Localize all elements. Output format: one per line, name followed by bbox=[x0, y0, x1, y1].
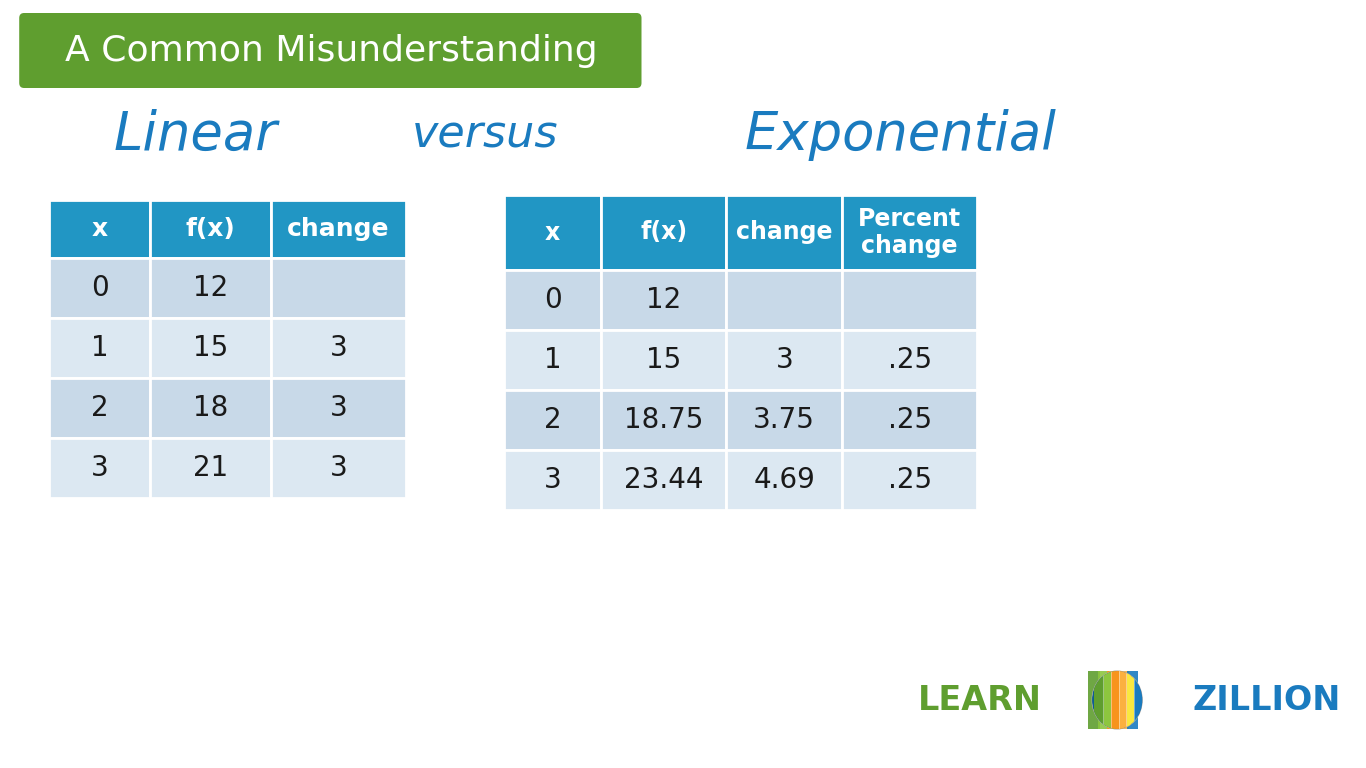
FancyBboxPatch shape bbox=[727, 195, 843, 270]
Text: change: change bbox=[287, 217, 389, 241]
Text: 1: 1 bbox=[544, 346, 561, 374]
Text: 3: 3 bbox=[92, 454, 109, 482]
FancyBboxPatch shape bbox=[1119, 669, 1131, 731]
Text: change: change bbox=[736, 220, 832, 244]
FancyBboxPatch shape bbox=[49, 378, 150, 438]
Text: 23.44: 23.44 bbox=[624, 466, 703, 494]
FancyBboxPatch shape bbox=[504, 270, 601, 330]
Text: 3: 3 bbox=[544, 466, 561, 494]
FancyBboxPatch shape bbox=[270, 258, 406, 318]
FancyBboxPatch shape bbox=[49, 318, 150, 378]
FancyBboxPatch shape bbox=[601, 270, 727, 330]
FancyBboxPatch shape bbox=[150, 318, 270, 378]
FancyBboxPatch shape bbox=[150, 200, 270, 258]
FancyBboxPatch shape bbox=[504, 390, 601, 450]
FancyBboxPatch shape bbox=[270, 200, 406, 258]
FancyBboxPatch shape bbox=[601, 195, 727, 270]
Text: A Common Misunderstanding: A Common Misunderstanding bbox=[64, 34, 597, 68]
FancyBboxPatch shape bbox=[1117, 671, 1128, 729]
FancyBboxPatch shape bbox=[49, 438, 150, 498]
Text: .25: .25 bbox=[888, 466, 932, 494]
FancyBboxPatch shape bbox=[504, 195, 601, 270]
FancyBboxPatch shape bbox=[843, 450, 977, 510]
FancyBboxPatch shape bbox=[843, 330, 977, 390]
FancyBboxPatch shape bbox=[19, 13, 642, 88]
FancyBboxPatch shape bbox=[1104, 669, 1115, 731]
FancyBboxPatch shape bbox=[727, 330, 843, 390]
FancyBboxPatch shape bbox=[270, 318, 406, 378]
FancyBboxPatch shape bbox=[727, 270, 843, 330]
Text: LEARN: LEARN bbox=[918, 684, 1042, 717]
Text: 15: 15 bbox=[193, 334, 228, 362]
Text: 21: 21 bbox=[193, 454, 228, 482]
Text: 2: 2 bbox=[92, 394, 108, 422]
FancyBboxPatch shape bbox=[843, 390, 977, 450]
Text: Percent
change: Percent change bbox=[858, 207, 962, 258]
Text: x: x bbox=[545, 220, 560, 244]
Text: 18.75: 18.75 bbox=[624, 406, 703, 434]
FancyBboxPatch shape bbox=[1112, 669, 1123, 731]
Text: x: x bbox=[92, 217, 108, 241]
Text: 4.69: 4.69 bbox=[753, 466, 816, 494]
Ellipse shape bbox=[1091, 671, 1142, 729]
FancyBboxPatch shape bbox=[270, 378, 406, 438]
Text: versus: versus bbox=[413, 114, 559, 157]
Text: 3: 3 bbox=[329, 394, 347, 422]
FancyBboxPatch shape bbox=[601, 390, 727, 450]
Text: f(x): f(x) bbox=[186, 217, 235, 241]
Text: .25: .25 bbox=[888, 406, 932, 434]
FancyBboxPatch shape bbox=[727, 450, 843, 510]
FancyBboxPatch shape bbox=[504, 450, 601, 510]
FancyBboxPatch shape bbox=[1127, 671, 1138, 729]
Text: f(x): f(x) bbox=[641, 220, 687, 244]
Text: Linear: Linear bbox=[113, 109, 277, 161]
FancyBboxPatch shape bbox=[843, 270, 977, 330]
Text: ZILLION: ZILLION bbox=[1193, 684, 1341, 717]
Text: 3: 3 bbox=[329, 454, 347, 482]
FancyBboxPatch shape bbox=[1127, 669, 1138, 731]
Text: 3: 3 bbox=[329, 334, 347, 362]
FancyBboxPatch shape bbox=[1094, 669, 1105, 731]
FancyBboxPatch shape bbox=[1135, 669, 1146, 731]
FancyBboxPatch shape bbox=[601, 450, 727, 510]
Text: .25: .25 bbox=[888, 346, 932, 374]
FancyBboxPatch shape bbox=[49, 258, 150, 318]
Text: Exponential: Exponential bbox=[744, 109, 1056, 161]
FancyBboxPatch shape bbox=[49, 200, 150, 258]
Text: 2: 2 bbox=[544, 406, 561, 434]
FancyBboxPatch shape bbox=[150, 438, 270, 498]
Text: 0: 0 bbox=[92, 274, 109, 302]
Text: 0: 0 bbox=[544, 286, 561, 314]
FancyBboxPatch shape bbox=[150, 258, 270, 318]
FancyBboxPatch shape bbox=[150, 378, 270, 438]
FancyBboxPatch shape bbox=[843, 195, 977, 270]
FancyBboxPatch shape bbox=[504, 330, 601, 390]
Ellipse shape bbox=[1091, 671, 1142, 729]
Text: 18: 18 bbox=[193, 394, 228, 422]
Text: 12: 12 bbox=[646, 286, 682, 314]
FancyBboxPatch shape bbox=[1098, 671, 1109, 729]
Text: 3.75: 3.75 bbox=[753, 406, 816, 434]
FancyBboxPatch shape bbox=[1089, 671, 1100, 729]
Text: 15: 15 bbox=[646, 346, 682, 374]
Text: 1: 1 bbox=[92, 334, 108, 362]
Text: 3: 3 bbox=[776, 346, 794, 374]
FancyBboxPatch shape bbox=[1108, 671, 1119, 729]
FancyBboxPatch shape bbox=[601, 330, 727, 390]
Text: 12: 12 bbox=[193, 274, 228, 302]
FancyBboxPatch shape bbox=[727, 390, 843, 450]
FancyBboxPatch shape bbox=[270, 438, 406, 498]
